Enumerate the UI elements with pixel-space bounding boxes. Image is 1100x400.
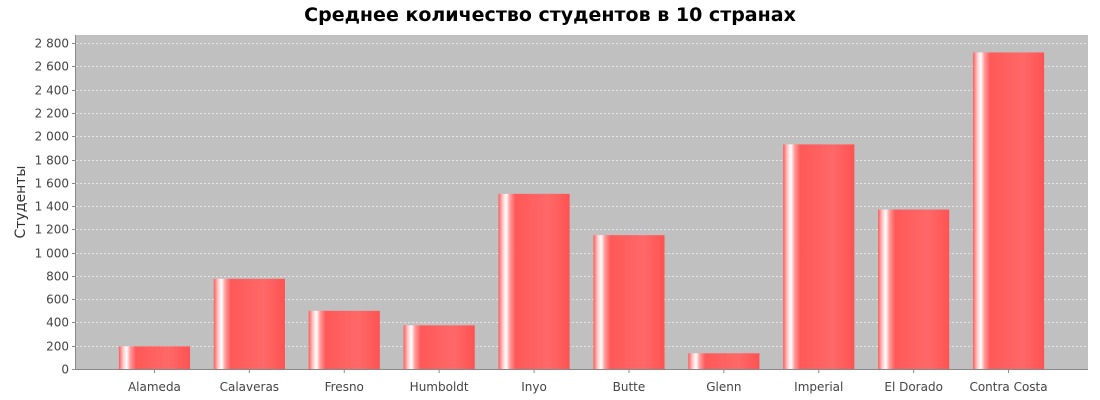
y-tick-label: 1 000 [35, 247, 69, 261]
y-tick-label: 2 400 [35, 84, 69, 98]
y-tick-label: 200 [46, 340, 69, 354]
y-tick-label: 0 [61, 363, 69, 377]
x-tick-label: Alameda [128, 380, 181, 394]
bar [213, 278, 285, 369]
y-tick-label: 400 [46, 316, 69, 330]
x-tick-label: El Dorado [884, 380, 943, 394]
y-tick-label: 2 600 [35, 60, 69, 74]
x-tick-label: Fresno [325, 380, 364, 394]
bar [688, 353, 760, 369]
axes: 0 200 400 600 800 1 000 1 200 1 400 1 600 1 800 2 … [35, 35, 1088, 394]
y-tick-label: 2 800 [35, 37, 69, 51]
bar [593, 235, 665, 369]
x-tick-label: Glenn [706, 380, 741, 394]
bar [878, 209, 950, 369]
y-tick-label: 800 [46, 270, 69, 284]
y-axis-title: Студенты [13, 166, 29, 239]
x-tick-label: Contra Costa [969, 380, 1047, 394]
y-tick-label: 1 400 [35, 200, 69, 214]
bar [308, 310, 380, 369]
x-tick-label: Calaveras [220, 380, 279, 394]
bar [403, 325, 475, 369]
y-tick-label: 1 200 [35, 223, 69, 237]
x-tick-label: Imperial [794, 380, 843, 394]
y-tick-label: 1 800 [35, 154, 69, 168]
y-tick-label: 2 200 [35, 107, 69, 121]
bar [783, 144, 855, 369]
bar [972, 52, 1045, 369]
bar [118, 346, 191, 369]
y-tick-label: 2 000 [35, 130, 69, 144]
bar [498, 193, 570, 369]
y-tick-label: 1 600 [35, 177, 69, 191]
bars [118, 52, 1045, 369]
chart-title: Среднее количество студентов в 10 страна… [304, 4, 796, 26]
x-tick-label: Inyo [521, 380, 547, 394]
x-tick-label: Butte [613, 380, 646, 394]
x-tick-label: Humboldt [410, 380, 469, 394]
y-tick-label: 600 [46, 293, 69, 307]
